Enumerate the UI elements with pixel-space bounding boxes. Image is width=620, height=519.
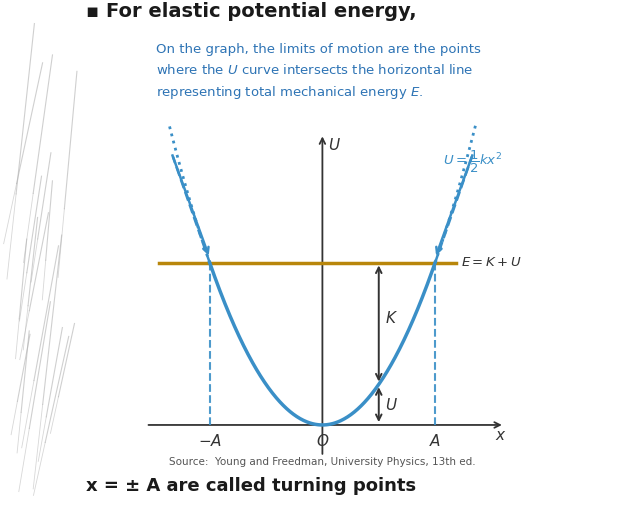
Text: $E = K + U$: $E = K + U$ — [461, 256, 522, 269]
Text: ▪ For elastic potential energy,: ▪ For elastic potential energy, — [86, 2, 417, 21]
Text: $O$: $O$ — [316, 433, 329, 448]
Text: $\,U = \dfrac{1}{2}kx^2$: $\,U = \dfrac{1}{2}kx^2$ — [441, 149, 502, 175]
Text: $-A$: $-A$ — [198, 433, 222, 448]
Text: $K$: $K$ — [385, 310, 398, 326]
Text: On the graph, the limits of motion are the points
where the $U$ curve intersects: On the graph, the limits of motion are t… — [156, 44, 481, 101]
Text: $U$: $U$ — [385, 397, 397, 413]
Text: $x$: $x$ — [495, 428, 507, 443]
Text: x = ± A are called turning points: x = ± A are called turning points — [86, 477, 416, 496]
Text: $U$: $U$ — [327, 136, 340, 153]
Text: $A$: $A$ — [429, 433, 441, 448]
Text: Source:  Young and Freedman, University Physics, 13th ed.: Source: Young and Freedman, University P… — [169, 457, 476, 467]
